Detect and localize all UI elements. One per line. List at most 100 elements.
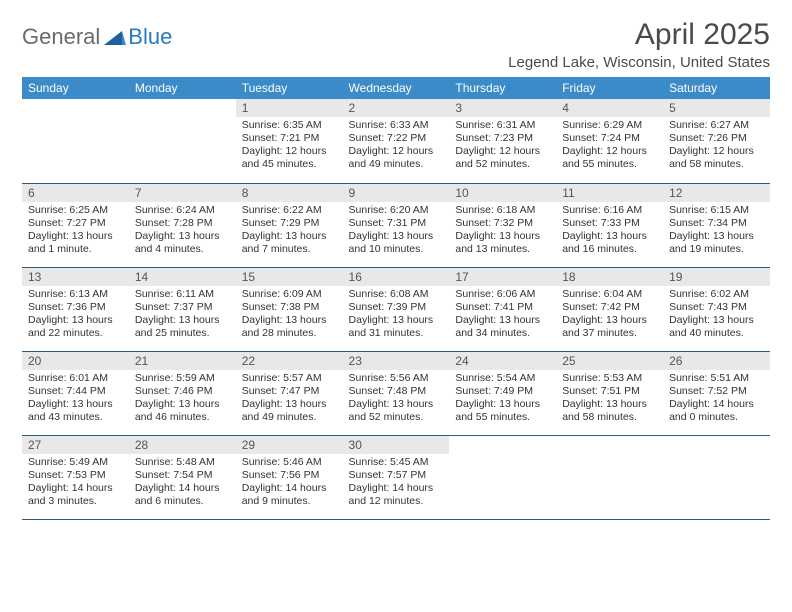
daylight-line: Daylight: 13 hours and 13 minutes. <box>455 230 550 256</box>
day-content: Sunrise: 6:31 AMSunset: 7:23 PMDaylight:… <box>449 117 556 176</box>
day-number: 24 <box>449 352 556 370</box>
sunrise-line: Sunrise: 6:13 AM <box>28 288 123 301</box>
calendar-day-cell <box>556 435 663 519</box>
daylight-line: Daylight: 13 hours and 49 minutes. <box>242 398 337 424</box>
daylight-line: Daylight: 13 hours and 4 minutes. <box>135 230 230 256</box>
calendar-day-cell <box>449 435 556 519</box>
sunrise-line: Sunrise: 5:49 AM <box>28 456 123 469</box>
day-content: Sunrise: 6:35 AMSunset: 7:21 PMDaylight:… <box>236 117 343 176</box>
sunset-line: Sunset: 7:46 PM <box>135 385 230 398</box>
calendar-body: 1Sunrise: 6:35 AMSunset: 7:21 PMDaylight… <box>22 99 770 519</box>
sunrise-line: Sunrise: 6:09 AM <box>242 288 337 301</box>
day-number: 25 <box>556 352 663 370</box>
calendar-day-cell: 8Sunrise: 6:22 AMSunset: 7:29 PMDaylight… <box>236 183 343 267</box>
calendar-day-cell: 29Sunrise: 5:46 AMSunset: 7:56 PMDayligh… <box>236 435 343 519</box>
day-number: 23 <box>343 352 450 370</box>
day-content: Sunrise: 6:06 AMSunset: 7:41 PMDaylight:… <box>449 286 556 345</box>
calendar-day-cell: 11Sunrise: 6:16 AMSunset: 7:33 PMDayligh… <box>556 183 663 267</box>
sunrise-line: Sunrise: 5:59 AM <box>135 372 230 385</box>
calendar-week-row: 1Sunrise: 6:35 AMSunset: 7:21 PMDaylight… <box>22 99 770 183</box>
sunset-line: Sunset: 7:29 PM <box>242 217 337 230</box>
daylight-line: Daylight: 13 hours and 22 minutes. <box>28 314 123 340</box>
sunrise-line: Sunrise: 5:54 AM <box>455 372 550 385</box>
sunset-line: Sunset: 7:24 PM <box>562 132 657 145</box>
day-content: Sunrise: 6:24 AMSunset: 7:28 PMDaylight:… <box>129 202 236 261</box>
day-content: Sunrise: 6:08 AMSunset: 7:39 PMDaylight:… <box>343 286 450 345</box>
day-content: Sunrise: 5:57 AMSunset: 7:47 PMDaylight:… <box>236 370 343 429</box>
calendar-day-cell: 24Sunrise: 5:54 AMSunset: 7:49 PMDayligh… <box>449 351 556 435</box>
calendar-day-cell: 14Sunrise: 6:11 AMSunset: 7:37 PMDayligh… <box>129 267 236 351</box>
daylight-line: Daylight: 13 hours and 28 minutes. <box>242 314 337 340</box>
daylight-line: Daylight: 13 hours and 25 minutes. <box>135 314 230 340</box>
calendar-day-cell: 13Sunrise: 6:13 AMSunset: 7:36 PMDayligh… <box>22 267 129 351</box>
day-number: 7 <box>129 184 236 202</box>
daylight-line: Daylight: 13 hours and 16 minutes. <box>562 230 657 256</box>
day-number: 11 <box>556 184 663 202</box>
sunrise-line: Sunrise: 6:33 AM <box>349 119 444 132</box>
sunset-line: Sunset: 7:43 PM <box>669 301 764 314</box>
day-content: Sunrise: 6:16 AMSunset: 7:33 PMDaylight:… <box>556 202 663 261</box>
sunset-line: Sunset: 7:36 PM <box>28 301 123 314</box>
sunrise-line: Sunrise: 6:27 AM <box>669 119 764 132</box>
sunset-line: Sunset: 7:47 PM <box>242 385 337 398</box>
month-title: April 2025 <box>508 18 770 52</box>
sunrise-line: Sunrise: 5:56 AM <box>349 372 444 385</box>
sunrise-line: Sunrise: 6:01 AM <box>28 372 123 385</box>
calendar-day-cell: 10Sunrise: 6:18 AMSunset: 7:32 PMDayligh… <box>449 183 556 267</box>
day-content: Sunrise: 6:27 AMSunset: 7:26 PMDaylight:… <box>663 117 770 176</box>
calendar-week-row: 20Sunrise: 6:01 AMSunset: 7:44 PMDayligh… <box>22 351 770 435</box>
day-content: Sunrise: 5:51 AMSunset: 7:52 PMDaylight:… <box>663 370 770 429</box>
sunset-line: Sunset: 7:56 PM <box>242 469 337 482</box>
sunrise-line: Sunrise: 6:06 AM <box>455 288 550 301</box>
calendar-day-cell <box>22 99 129 183</box>
daylight-line: Daylight: 13 hours and 7 minutes. <box>242 230 337 256</box>
sunset-line: Sunset: 7:48 PM <box>349 385 444 398</box>
calendar-day-cell <box>663 435 770 519</box>
sunrise-line: Sunrise: 5:53 AM <box>562 372 657 385</box>
calendar-day-cell: 5Sunrise: 6:27 AMSunset: 7:26 PMDaylight… <box>663 99 770 183</box>
weekday-header: Saturday <box>663 77 770 99</box>
day-number: 3 <box>449 99 556 117</box>
calendar-day-cell: 2Sunrise: 6:33 AMSunset: 7:22 PMDaylight… <box>343 99 450 183</box>
sunset-line: Sunset: 7:34 PM <box>669 217 764 230</box>
daylight-line: Daylight: 14 hours and 6 minutes. <box>135 482 230 508</box>
day-number: 13 <box>22 268 129 286</box>
day-number: 14 <box>129 268 236 286</box>
day-number: 30 <box>343 436 450 454</box>
sunrise-line: Sunrise: 6:18 AM <box>455 204 550 217</box>
sunset-line: Sunset: 7:23 PM <box>455 132 550 145</box>
daylight-line: Daylight: 12 hours and 55 minutes. <box>562 145 657 171</box>
daylight-line: Daylight: 12 hours and 52 minutes. <box>455 145 550 171</box>
sunset-line: Sunset: 7:21 PM <box>242 132 337 145</box>
daylight-line: Daylight: 14 hours and 3 minutes. <box>28 482 123 508</box>
brand-logo: General Blue <box>22 24 172 50</box>
calendar-table: Sunday Monday Tuesday Wednesday Thursday… <box>22 77 770 520</box>
day-content: Sunrise: 5:59 AMSunset: 7:46 PMDaylight:… <box>129 370 236 429</box>
day-number: 20 <box>22 352 129 370</box>
day-number: 21 <box>129 352 236 370</box>
day-number: 9 <box>343 184 450 202</box>
daylight-line: Daylight: 13 hours and 31 minutes. <box>349 314 444 340</box>
daylight-line: Daylight: 13 hours and 40 minutes. <box>669 314 764 340</box>
sunset-line: Sunset: 7:51 PM <box>562 385 657 398</box>
weekday-header-row: Sunday Monday Tuesday Wednesday Thursday… <box>22 77 770 99</box>
day-content: Sunrise: 5:48 AMSunset: 7:54 PMDaylight:… <box>129 454 236 513</box>
calendar-day-cell: 1Sunrise: 6:35 AMSunset: 7:21 PMDaylight… <box>236 99 343 183</box>
day-number: 28 <box>129 436 236 454</box>
calendar-week-row: 27Sunrise: 5:49 AMSunset: 7:53 PMDayligh… <box>22 435 770 519</box>
daylight-line: Daylight: 14 hours and 0 minutes. <box>669 398 764 424</box>
calendar-week-row: 6Sunrise: 6:25 AMSunset: 7:27 PMDaylight… <box>22 183 770 267</box>
day-content: Sunrise: 6:13 AMSunset: 7:36 PMDaylight:… <box>22 286 129 345</box>
day-number: 6 <box>22 184 129 202</box>
sunset-line: Sunset: 7:53 PM <box>28 469 123 482</box>
day-number: 1 <box>236 99 343 117</box>
daylight-line: Daylight: 13 hours and 55 minutes. <box>455 398 550 424</box>
daylight-line: Daylight: 12 hours and 45 minutes. <box>242 145 337 171</box>
day-content: Sunrise: 6:18 AMSunset: 7:32 PMDaylight:… <box>449 202 556 261</box>
daylight-line: Daylight: 12 hours and 58 minutes. <box>669 145 764 171</box>
header: General Blue April 2025 Legend Lake, Wis… <box>22 18 770 71</box>
calendar-day-cell: 26Sunrise: 5:51 AMSunset: 7:52 PMDayligh… <box>663 351 770 435</box>
sunrise-line: Sunrise: 6:25 AM <box>28 204 123 217</box>
calendar-day-cell: 4Sunrise: 6:29 AMSunset: 7:24 PMDaylight… <box>556 99 663 183</box>
day-number: 8 <box>236 184 343 202</box>
